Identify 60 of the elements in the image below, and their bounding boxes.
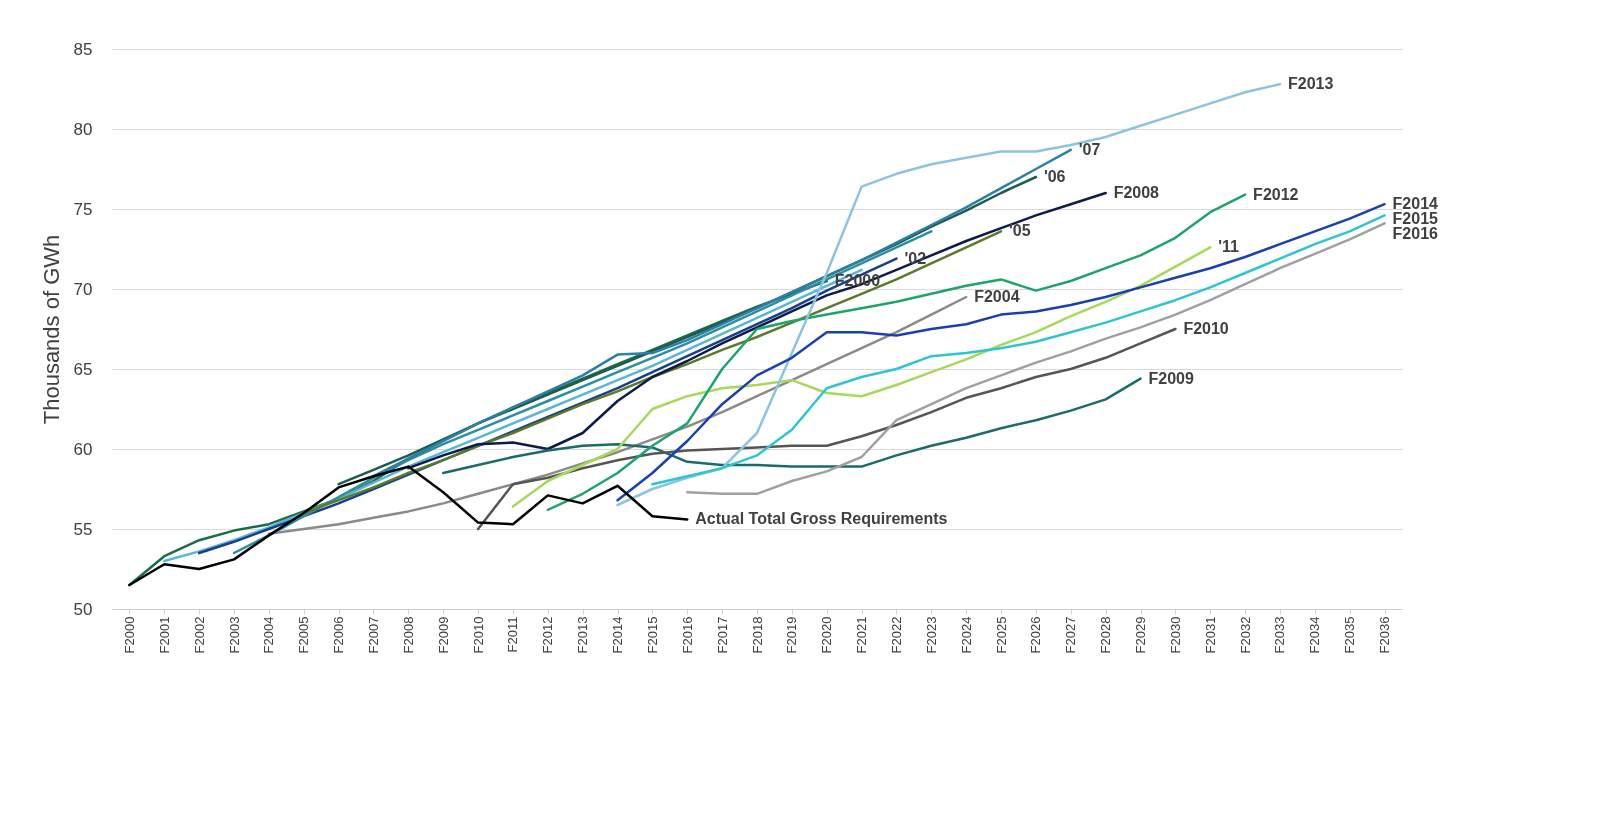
- x-tick-label: F2016: [679, 616, 695, 654]
- x-tick-label: F2013: [575, 616, 591, 654]
- y-axis-title: Thousands of GWh: [38, 234, 64, 425]
- x-tick-label: F2025: [993, 616, 1009, 654]
- x-tick-label: F2006: [331, 616, 347, 654]
- x-tick-label: F2009: [435, 616, 451, 654]
- series-label: F2015: [1392, 210, 1439, 228]
- x-tick-label: F2018: [749, 616, 765, 654]
- x-tick-label: F2020: [819, 616, 835, 654]
- x-tick-label: F2035: [1342, 616, 1358, 654]
- x-tick-label: F2015: [644, 616, 660, 654]
- x-tick-label: F2003: [226, 616, 242, 654]
- series-label: F2009: [1148, 369, 1194, 387]
- x-tick-label: F2001: [156, 616, 172, 654]
- x-tick-label: F2023: [923, 616, 939, 654]
- series-label: '07: [1078, 140, 1101, 158]
- series-label: F2014: [1392, 195, 1439, 213]
- x-tick-label: F2000: [121, 616, 137, 654]
- x-tick-label: F2017: [714, 616, 730, 654]
- series-label: '05: [1009, 222, 1031, 240]
- x-tick-label: F2008: [400, 616, 416, 654]
- y-tick-label: 50: [73, 599, 93, 619]
- y-tick-label: 85: [73, 39, 93, 59]
- x-tick-label: F2036: [1377, 616, 1393, 654]
- series-label: F2004: [974, 288, 1020, 305]
- x-tick-label: F2005: [296, 616, 312, 654]
- x-tick-label: F2029: [1133, 616, 1149, 654]
- y-tick-label: 55: [73, 519, 93, 539]
- x-tick-label: F2033: [1272, 616, 1288, 654]
- y-tick-label: 70: [73, 279, 93, 299]
- x-tick-label: F2019: [784, 616, 800, 654]
- series-label: F2010: [1183, 320, 1229, 337]
- x-tick-label: F2011: [505, 616, 521, 653]
- x-tick-label: F2007: [365, 616, 381, 654]
- x-tick-label: F2012: [540, 616, 556, 654]
- y-tick-label: 80: [73, 119, 93, 139]
- y-tick-label: 75: [73, 199, 93, 219]
- y-tick-label: 60: [73, 439, 93, 459]
- x-tick-label: F2024: [958, 616, 974, 654]
- x-tick-label: F2028: [1098, 616, 1114, 654]
- x-tick-label: F2030: [1167, 616, 1183, 654]
- x-tick-label: F2002: [191, 616, 207, 654]
- series-label: '06: [1043, 168, 1066, 185]
- x-tick-label: F2034: [1307, 616, 1323, 654]
- x-tick-label: F2010: [470, 616, 486, 654]
- series-label: '11: [1218, 238, 1240, 256]
- y-tick-label: 65: [73, 359, 93, 379]
- x-tick-label: F2031: [1202, 616, 1218, 654]
- x-tick-label: F2022: [888, 616, 904, 654]
- x-tick-label: F2014: [610, 616, 626, 654]
- series-label: F2012: [1253, 185, 1299, 203]
- x-tick-label: F2026: [1028, 616, 1044, 654]
- series-label: F2013: [1287, 75, 1334, 93]
- series-label: F2008: [1113, 184, 1160, 201]
- x-tick-label: F2032: [1237, 616, 1253, 654]
- x-tick-label: F2004: [261, 616, 277, 654]
- x-tick-label: F2027: [1063, 616, 1079, 654]
- x-tick-label: F2021: [854, 616, 870, 654]
- series-label: F2016: [1392, 225, 1439, 243]
- series-label: Actual Total Gross Requirements: [695, 510, 948, 528]
